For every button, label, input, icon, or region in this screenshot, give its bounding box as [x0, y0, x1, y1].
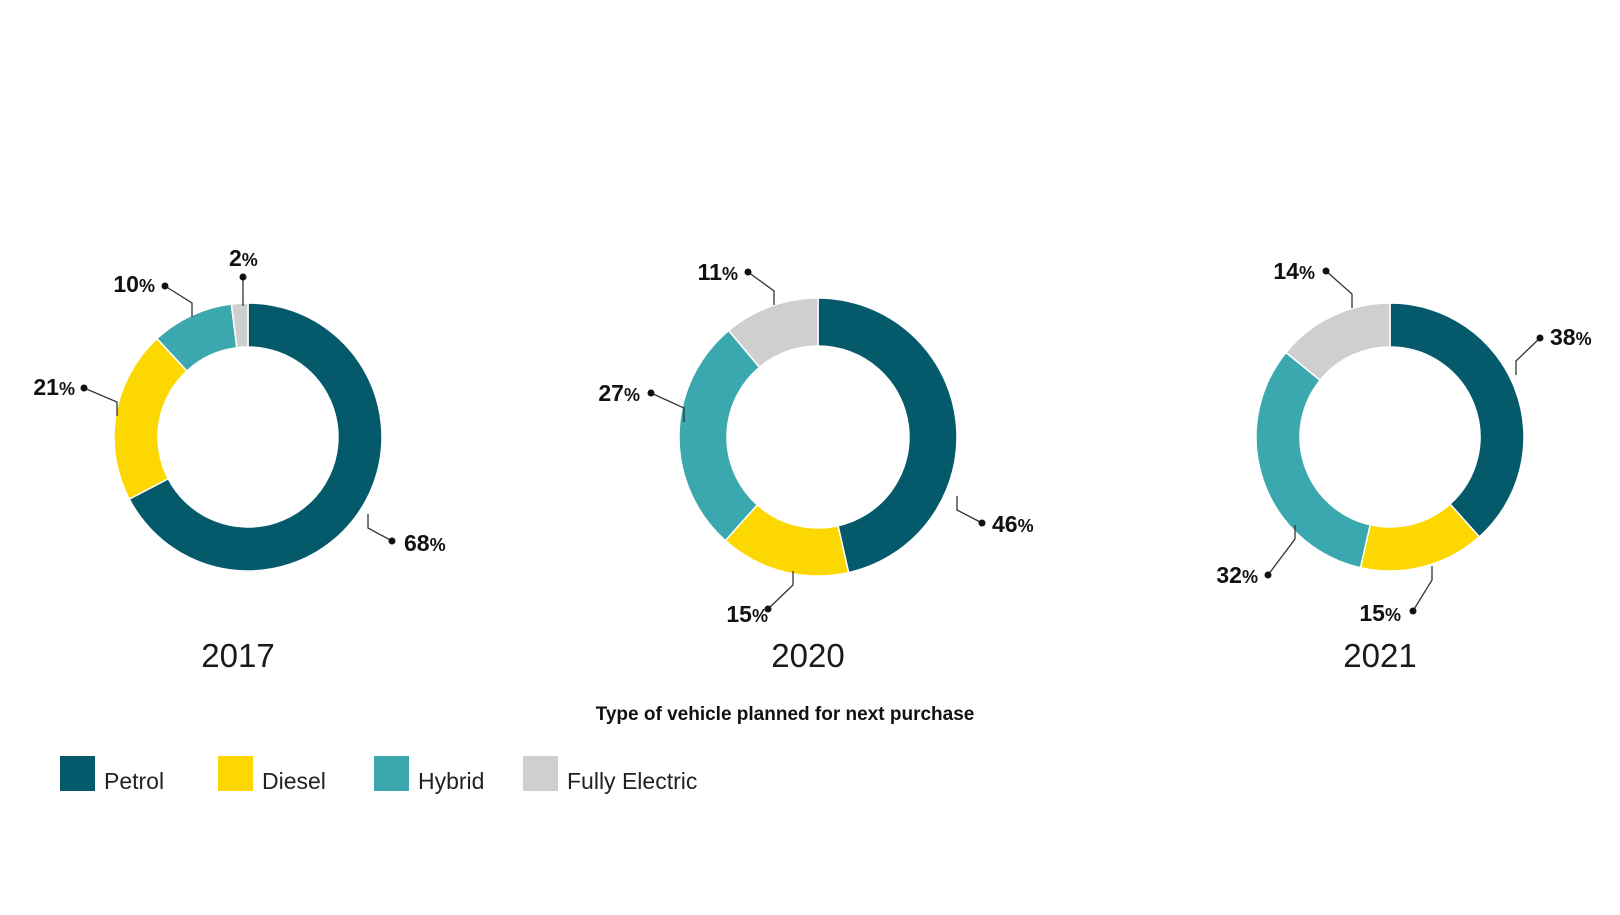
legend-item-hybrid: Hybrid	[374, 756, 484, 794]
slice-2021-fully-electric	[1284, 302, 1391, 382]
legend-swatch-petrol	[60, 756, 95, 791]
data-label-2020-fully-electric: 11%	[698, 259, 738, 285]
data-label-2020-petrol: 46%	[992, 511, 1034, 537]
leader-line-2017-0	[367, 514, 393, 542]
leader-line-2020-1	[767, 571, 794, 610]
leader-dot-2021-2	[1264, 571, 1272, 579]
data-label-2021-fully-electric: 14%	[1273, 258, 1315, 284]
leader-dot-2021-3	[1322, 267, 1330, 275]
leader-line-2021-1	[1412, 566, 1433, 612]
leader-dot-2021-0	[1536, 334, 1544, 342]
legend-label-hybrid: Hybrid	[418, 768, 484, 794]
leader-dot-2017-1	[80, 384, 88, 392]
donut-chart-2017: 68% 21% 10% 2% 2017	[33, 245, 445, 674]
leader-dot-2020-1	[764, 605, 772, 613]
chart-subtitle: Type of vehicle planned for next purchas…	[596, 704, 975, 725]
data-label-2021-diesel: 15%	[1359, 600, 1401, 626]
year-label-2020: 2020	[771, 637, 844, 674]
data-label-2021-hybrid: 32%	[1216, 562, 1258, 588]
data-label-2017-fully-electric: 2%	[229, 245, 258, 271]
slice-2021-hybrid	[1255, 351, 1372, 569]
donut-chart-2020: 46% 15% 27% 11% 2020	[598, 259, 1033, 674]
slice-2017-fully-electric	[230, 302, 249, 349]
data-label-2017-petrol: 68%	[404, 530, 446, 556]
year-label-2017: 2017	[201, 637, 274, 674]
leader-dot-2020-3	[744, 268, 752, 276]
legend-label-diesel: Diesel	[262, 768, 326, 794]
leader-dot-2017-0	[388, 537, 396, 545]
slice-2021-petrol	[1389, 302, 1525, 538]
leader-line-2020-3	[747, 271, 775, 305]
year-label-2021: 2021	[1343, 637, 1416, 674]
legend-item-petrol: Petrol	[60, 756, 164, 794]
leader-dot-2020-2	[647, 389, 655, 397]
leader-dot-2017-2	[161, 282, 169, 290]
legend-label-petrol: Petrol	[104, 768, 164, 794]
slice-2017-petrol	[128, 302, 383, 572]
leader-line-2020-2	[650, 392, 685, 422]
data-label-2017-hybrid: 10%	[113, 271, 155, 297]
legend-swatch-hybrid	[374, 756, 409, 791]
data-label-2020-diesel: 15%	[726, 601, 768, 627]
leader-dot-2017-3	[239, 273, 247, 281]
donut-group: 68% 21% 10% 2% 2017 46% 15% 27% 11% 2020 38% 15% 32%…	[33, 245, 1591, 674]
legend-label-fully-electric: Fully Electric	[567, 768, 697, 794]
slice-2017-diesel	[113, 337, 188, 501]
data-label-2021-petrol: 38%	[1550, 324, 1592, 350]
legend: Petrol Diesel Hybrid Fully Electric	[60, 756, 697, 794]
legend-swatch-fully-electric	[523, 756, 558, 791]
donut-chart-2021: 38% 15% 32% 14% 2021	[1216, 258, 1591, 674]
legend-swatch-diesel	[218, 756, 253, 791]
leader-line-2021-2	[1267, 525, 1296, 576]
leader-line-2020-0	[956, 496, 983, 524]
legend-item-fully-electric: Fully Electric	[523, 756, 697, 794]
slice-2020-fully-electric	[727, 297, 819, 369]
leader-line-2021-0	[1515, 337, 1541, 375]
data-label-2020-hybrid: 27%	[598, 380, 640, 406]
slice-2020-petrol	[817, 297, 958, 574]
legend-item-diesel: Diesel	[218, 756, 326, 794]
leader-line-2021-3	[1325, 270, 1353, 308]
data-label-2017-diesel: 21%	[33, 374, 75, 400]
slice-2020-hybrid	[678, 329, 761, 542]
leader-line-2017-1	[83, 387, 118, 416]
leader-line-2017-2	[164, 285, 193, 317]
leader-dot-2021-1	[1409, 607, 1417, 615]
leader-dot-2020-0	[978, 519, 986, 527]
